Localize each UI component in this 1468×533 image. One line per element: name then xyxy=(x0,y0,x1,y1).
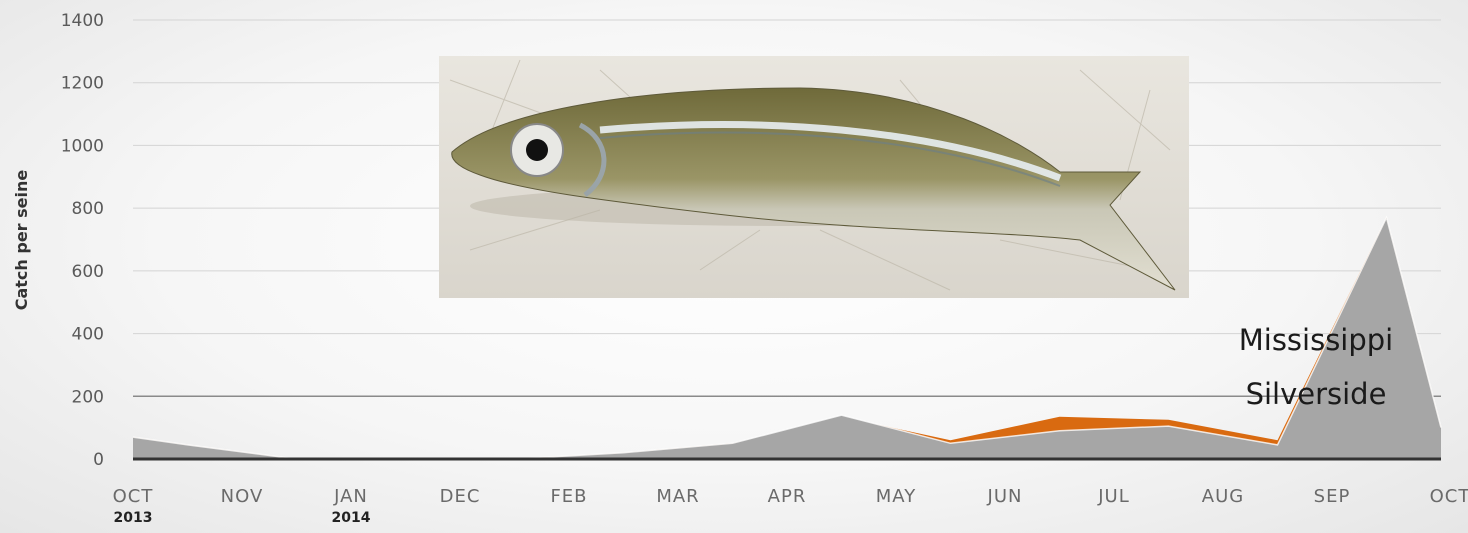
x-tick-label: OCT xyxy=(1430,486,1468,507)
x-tick-label: FEB xyxy=(550,486,587,507)
x-tick-label: DEC xyxy=(440,486,481,507)
series-area-2 xyxy=(133,217,1441,459)
y-tick-label: 400 xyxy=(72,325,104,345)
x-tick-label: APR xyxy=(768,486,807,507)
fish-photo xyxy=(439,56,1189,298)
x-tick-year: 2014 xyxy=(332,510,371,526)
x-tick-label: OCT xyxy=(113,486,154,507)
x-tick-label: SEP xyxy=(1314,486,1351,507)
annotation-line-1: Mississippi xyxy=(1239,323,1394,357)
x-tick-label: JUL xyxy=(1097,486,1130,507)
y-tick-label: 0 xyxy=(93,450,104,470)
x-tick-label: JAN xyxy=(333,486,368,507)
species-annotation: Mississippi Silverside xyxy=(1239,323,1394,411)
x-tick-label: AUG xyxy=(1202,486,1244,507)
x-axis-ticks: OCT 2013 NOV JAN 2014 DEC FEB MAR APR MAY JUN JUL AU… xyxy=(113,486,1468,526)
y-tick-label: 600 xyxy=(72,262,104,282)
y-tick-label: 200 xyxy=(72,387,104,407)
y-tick-label: 800 xyxy=(72,199,104,219)
y-tick-label: 1200 xyxy=(61,74,104,94)
x-tick-label: NOV xyxy=(221,486,264,507)
y-axis-title: Catch per seine xyxy=(12,170,31,311)
x-tick-label: JUN xyxy=(987,486,1023,507)
y-tick-label: 1400 xyxy=(61,11,104,31)
annotation-line-2: Silverside xyxy=(1246,377,1387,411)
x-tick-year: 2013 xyxy=(114,510,153,526)
x-tick-label: MAR xyxy=(656,486,699,507)
y-tick-label: 1000 xyxy=(61,136,104,156)
y-axis-ticks: 0 200 400 600 800 1000 1200 1400 xyxy=(61,11,104,470)
x-tick-label: MAY xyxy=(876,486,916,507)
